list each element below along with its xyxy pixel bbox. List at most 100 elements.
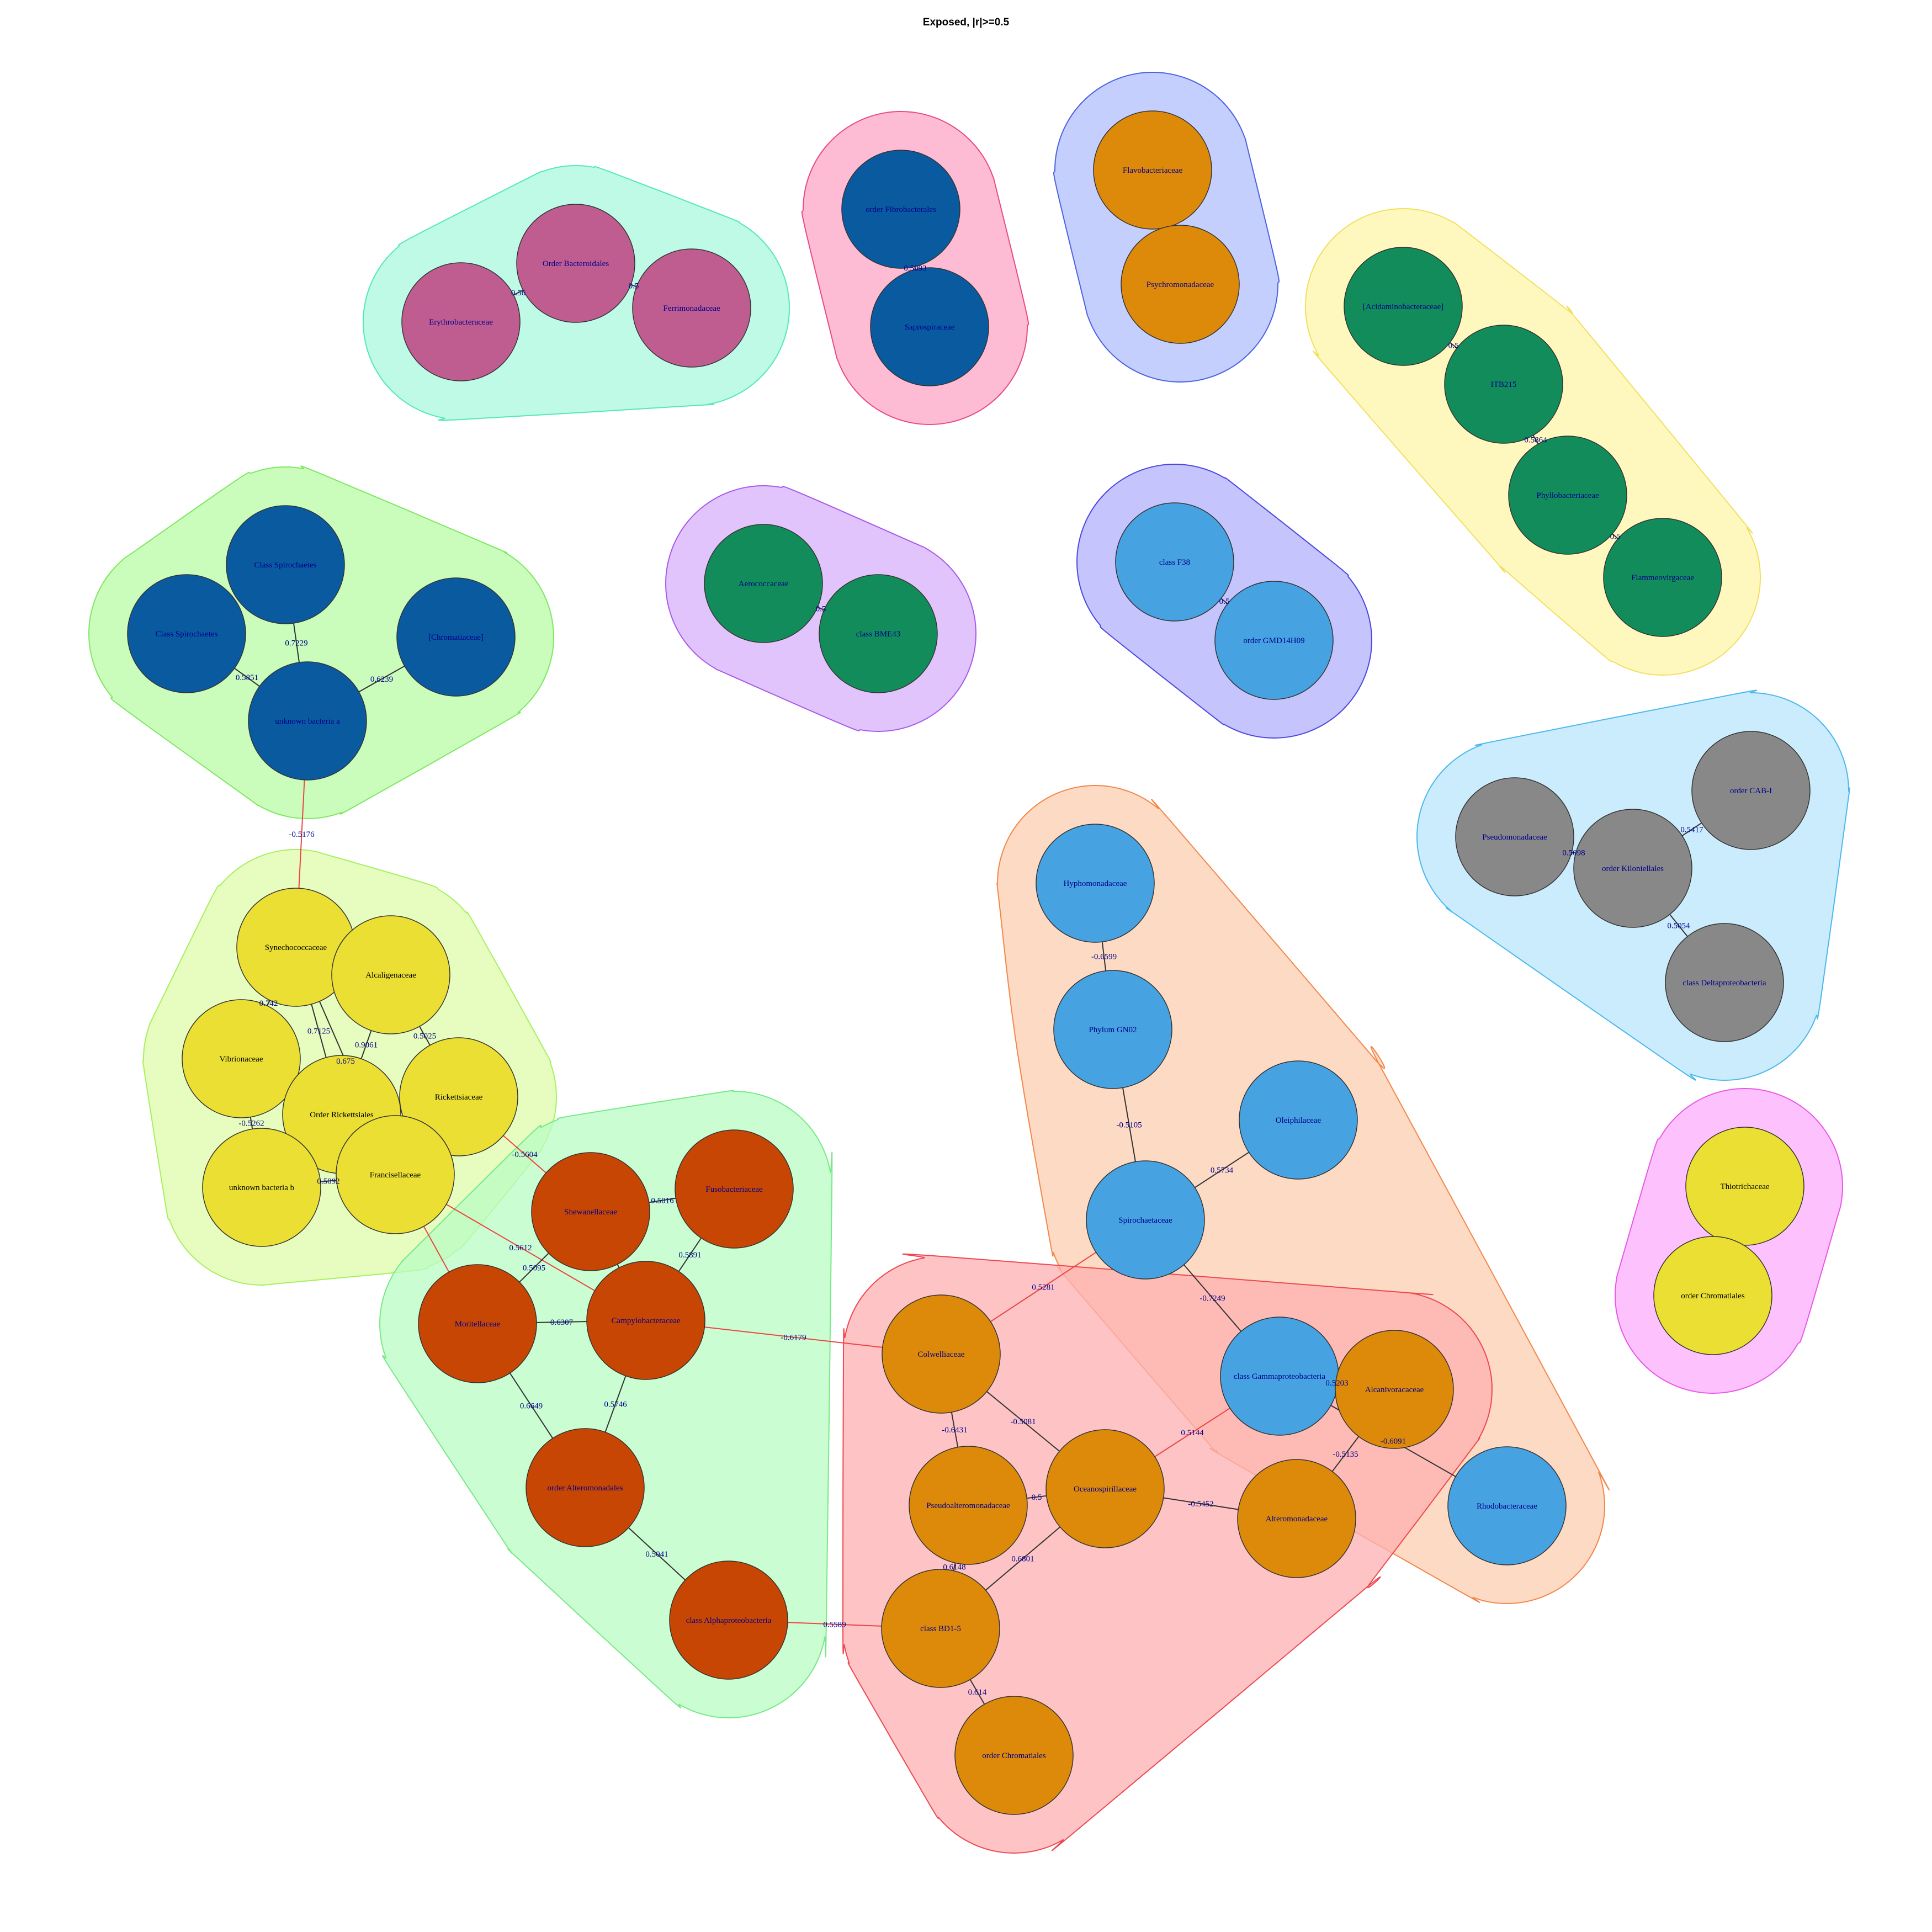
edge-label: -0.6179 <box>781 1334 806 1342</box>
node-label: Order Bacteroidales <box>543 259 609 268</box>
node-shewa[interactable]: Shewanellaceae <box>531 1152 650 1271</box>
node-circle <box>401 262 521 381</box>
edge-label: 0.5891 <box>678 1251 701 1260</box>
node-alpha[interactable]: class Alphaproteobacteria <box>669 1561 788 1680</box>
node-gmd[interactable]: order GMD14H09 <box>1214 581 1334 700</box>
node-fibro[interactable]: order Fibrobacterales <box>841 150 960 269</box>
node-chrom2[interactable]: order Chromatiales <box>954 1696 1074 1815</box>
node-aero[interactable]: Aerococcaceae <box>704 524 823 643</box>
node-circle <box>248 661 367 781</box>
node-kilon[interactable]: order Kiloniellales <box>1573 809 1692 928</box>
node-pseudoalt[interactable]: Pseudoalteromonadaceae <box>909 1446 1028 1565</box>
node-spiro2[interactable]: Class Spirochaetes <box>127 574 246 693</box>
node-delta[interactable]: class Deltaproteobacteria <box>1665 923 1784 1042</box>
edge-label: 0.9061 <box>355 1041 378 1050</box>
node-oceano[interactable]: Oceanospirillaceae <box>1045 1429 1165 1548</box>
edge-label: 0.5851 <box>236 673 258 682</box>
node-label: order Alteromonadales <box>547 1484 623 1493</box>
node-label: unknown bacteria a <box>275 717 340 726</box>
node-label: Class Spirochaetes <box>254 561 317 570</box>
edge-label: -0.5604 <box>512 1150 538 1159</box>
node-f38[interactable]: class F38 <box>1115 502 1234 622</box>
node-vibrio[interactable]: Vibrionaceae <box>182 999 301 1118</box>
node-thiotri[interactable]: Thiotrichaceae <box>1685 1127 1804 1246</box>
node-gn02[interactable]: Phylum GN02 <box>1053 970 1172 1089</box>
edge-label: 0.5281 <box>1032 1283 1054 1292</box>
edge-labels: 0.56 0.5 0.5093 0.5 0.5864 0.5 0.7229 0.5851 0.6… <box>236 264 1703 1697</box>
edge-label: -0.5176 <box>289 830 315 839</box>
node-circle <box>226 505 345 624</box>
edge-label: 0.5 <box>816 605 826 614</box>
node-label: [Chromatiaceae] <box>428 633 484 642</box>
node-erythro[interactable]: Erythrobacteraceae <box>401 262 521 381</box>
node-chromatiales1[interactable]: order Chromatiales <box>1653 1236 1772 1355</box>
node-label: Fusobacteriaceae <box>705 1185 763 1194</box>
node-psychro[interactable]: Psychromonadaceae <box>1121 225 1240 344</box>
node-spiro1[interactable]: Class Spirochaetes <box>226 505 345 624</box>
node-label: class F38 <box>1159 558 1190 567</box>
edge-label: 0.5025 <box>413 1032 436 1041</box>
node-circle <box>396 577 516 697</box>
node-morit[interactable]: Moritellaceae <box>418 1264 537 1383</box>
node-circle <box>881 1569 1000 1688</box>
node-hypho[interactable]: Hyphomonadaceae <box>1036 824 1155 943</box>
node-label: [Acidaminobacteraceae] <box>1363 302 1444 311</box>
node-chroma[interactable]: [Chromatiaceae] <box>396 577 516 697</box>
node-acidimi[interactable]: [Acidaminobacteraceae] <box>1344 247 1463 366</box>
node-circle <box>1036 824 1155 943</box>
node-label: Flavobacteriaceae <box>1123 166 1183 175</box>
node-label: Phyllobacteriaceae <box>1536 491 1599 500</box>
node-circle <box>1447 1446 1567 1565</box>
node-sapro[interactable]: Saprospiraceae <box>870 267 989 386</box>
edge-label: 0.5746 <box>604 1400 627 1409</box>
node-alterm[interactable]: order Alteromonadales <box>526 1428 645 1547</box>
node-flammeo[interactable]: Flammeovirgaceae <box>1603 518 1722 637</box>
node-label: Ferrimonadaceae <box>663 304 720 313</box>
node-label: Alcanivoracaceae <box>1365 1386 1424 1394</box>
node-bacteroidales[interactable]: Order Bacteroidales <box>516 204 635 323</box>
node-alcani[interactable]: Alcanivoracaceae <box>1335 1330 1454 1449</box>
edge-label: 0.614 <box>968 1688 987 1697</box>
node-flavo[interactable]: Flavobacteriaceae <box>1093 110 1212 230</box>
node-altero[interactable]: Alteromonadaceae <box>1237 1459 1356 1578</box>
node-circle <box>531 1152 650 1271</box>
node-label: Erythrobacteraceae <box>429 318 493 327</box>
node-colw[interactable]: Colwelliaceae <box>882 1294 1001 1414</box>
edge-label: -0.5081 <box>1010 1418 1036 1426</box>
node-circle <box>202 1128 321 1247</box>
node-spirochaet[interactable]: Spirochaetaceae <box>1086 1160 1205 1280</box>
node-unkB[interactable]: unknown bacteria b <box>202 1128 321 1247</box>
node-circle <box>1344 247 1463 366</box>
node-bd15[interactable]: class BD1-5 <box>881 1569 1000 1688</box>
node-cab[interactable]: order CAB-I <box>1691 731 1811 850</box>
node-circle <box>182 999 301 1118</box>
node-label: order GMD14H09 <box>1243 636 1304 645</box>
node-oleiph[interactable]: Oleiphilaceae <box>1239 1060 1358 1180</box>
node-bme43[interactable]: class BME43 <box>819 574 938 693</box>
edge-label: 0.675 <box>336 1057 355 1066</box>
node-campy[interactable]: Campylobacteraceae <box>586 1261 705 1380</box>
node-circle <box>1508 436 1627 555</box>
node-circle <box>336 1115 455 1234</box>
node-gamma[interactable]: class Gammaproteobacteria <box>1220 1317 1339 1436</box>
node-circle <box>870 267 989 386</box>
node-alcali[interactable]: Alcaligenaceae <box>331 915 450 1034</box>
node-label: Order Rickettsiales <box>310 1111 374 1119</box>
edge-label: 0.6649 <box>520 1402 543 1411</box>
nodes: Order Bacteroidales Erythrobacteraceae Fer… <box>127 110 1811 1815</box>
node-fuso[interactable]: Fusobacteriaceae <box>675 1129 794 1249</box>
node-unkA[interactable]: unknown bacteria a <box>248 661 367 781</box>
node-pseudomona[interactable]: Pseudomonadaceae <box>1455 777 1574 896</box>
node-francis[interactable]: Francisellaceae <box>336 1115 455 1234</box>
node-rhodo[interactable]: Rhodobacteraceae <box>1447 1446 1567 1565</box>
node-label: Oceanospirillaceae <box>1074 1485 1137 1494</box>
node-itb215[interactable]: ITB215 <box>1444 325 1563 444</box>
node-circle <box>1665 923 1784 1042</box>
edge-label: 0.5041 <box>645 1550 668 1559</box>
node-phyllo[interactable]: Phyllobacteriaceae <box>1508 436 1627 555</box>
node-circle <box>1691 731 1811 850</box>
node-ferrimona[interactable]: Ferrimonadaceae <box>632 248 751 368</box>
node-label: Hyphomonadaceae <box>1064 879 1127 888</box>
node-label: Vibrionaceae <box>219 1055 263 1064</box>
